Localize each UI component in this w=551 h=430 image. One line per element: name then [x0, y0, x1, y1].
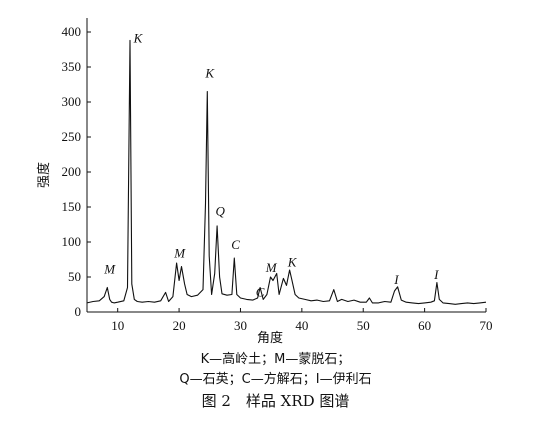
peak-label-k: K [133, 31, 144, 46]
x-tick-label: 70 [480, 318, 493, 333]
y-tick-label: 50 [68, 269, 81, 284]
x-ticks: 10 20 30 40 50 60 70 [111, 308, 493, 333]
xrd-trace-line [86, 39, 487, 305]
y-axis-label: 强度 [36, 162, 52, 188]
xrd-chart: 10 20 30 40 50 60 70 050100150200250300350400 … [36, 18, 493, 345]
peak-label-i: I [393, 272, 399, 287]
x-tick-label: 40 [295, 318, 308, 333]
peak-label-i: I [433, 267, 439, 282]
peak-label-q: Q [216, 203, 226, 218]
y-tick-label: 200 [62, 164, 82, 179]
y-tick-label: 400 [62, 24, 82, 39]
x-tick-label: 50 [357, 318, 370, 333]
x-tick-label: 60 [418, 318, 431, 333]
figure-caption: 图 2 样品 XRD 图谱 [201, 392, 350, 410]
x-axis-label: 角度 [257, 330, 283, 345]
y-ticks: 0 50 100 150 200 250 300 350 400 [62, 24, 91, 319]
x-tick-label: 20 [173, 318, 186, 333]
peak-label-k: K [287, 255, 298, 270]
peak-label-k: K [204, 66, 215, 81]
legend-line-2: Q—石英；C—方解石；I—伊利石 [179, 372, 372, 387]
y-tick-label: 0 [75, 304, 82, 319]
legend-line-1: K—高岭土；M—蒙脱石； [200, 352, 351, 367]
peak-label-c: C [231, 237, 240, 252]
axes [86, 18, 486, 313]
y-tick-label: 300 [62, 94, 82, 109]
peak-label-m: M [103, 262, 116, 277]
peak-label-c: C [256, 285, 265, 300]
x-tick-label: 30 [234, 318, 247, 333]
y-tick-label: 150 [62, 199, 82, 214]
y-tick-label: 100 [62, 234, 82, 249]
y-tick-label: 350 [62, 59, 82, 74]
y-tick-label: 250 [62, 129, 82, 144]
peak-label-m: M [173, 245, 186, 260]
peak-label-m: M [265, 260, 278, 275]
x-tick-label: 10 [111, 318, 124, 333]
